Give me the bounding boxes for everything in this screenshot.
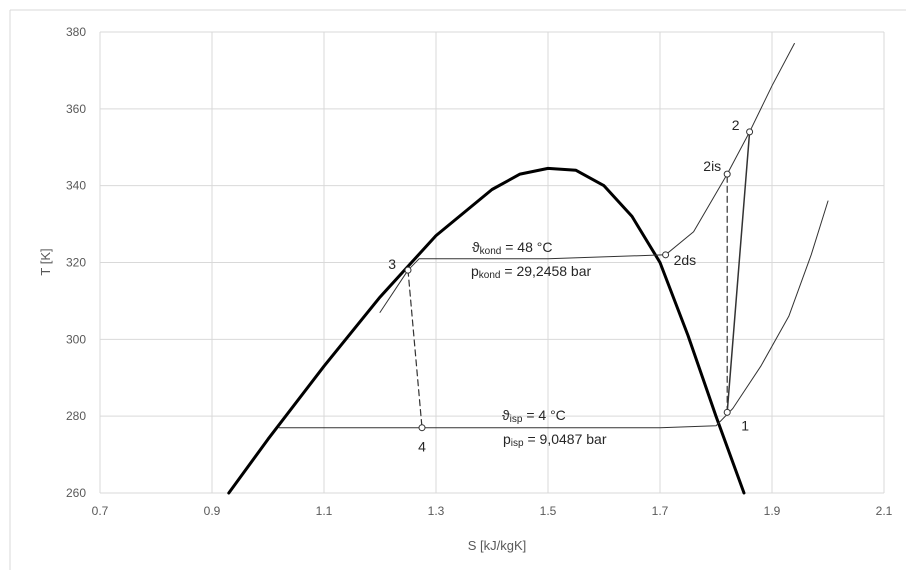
state-point-2ds-label: 2ds [674,252,697,268]
state-point-4-marker [418,424,426,432]
state-points: 1 2 2is 2ds 3 4 [388,117,754,455]
annotation-isp-press: pisp = 9,0487 bar [503,431,607,449]
state-point-2-label: 2 [732,117,740,133]
annotation-kond-press: pkond = 29,2458 bar [471,263,592,281]
y-tick-label: 300 [66,332,86,346]
svg-text:ϑisp = 4 °C: ϑisp = 4 °C [502,407,566,425]
y-tick-label: 260 [66,486,86,500]
svg-text:pisp = 9,0487 bar: pisp = 9,0487 bar [503,431,607,449]
x-tick-label: 2.1 [876,504,893,518]
compression-line [726,131,751,414]
state-point-1-marker [723,408,731,416]
x-tick-label: 1.7 [652,504,669,518]
state-point-3-marker [404,266,412,274]
state-point-2is-label: 2is [703,158,721,174]
x-tick-label: 0.7 [92,504,109,518]
y-tick-label: 280 [66,409,86,423]
x-tick-label: 1.9 [764,504,781,518]
throttling-dashed-line [407,269,423,429]
x-tick-label: 1.1 [316,504,333,518]
state-point-4-label: 4 [418,439,426,455]
x-tick-label: 0.9 [204,504,221,518]
curves [227,43,829,495]
isobar-condensing-line [379,43,795,313]
x-tick-label: 1.3 [428,504,445,518]
annotation-kond-temp: ϑkond = 48 °C [472,239,552,257]
svg-text:pkond = 29,2458 bar: pkond = 29,2458 bar [471,263,592,281]
isobar-evaporating-line [278,200,829,429]
x-tick-label: 1.5 [540,504,557,518]
saturation-dome-line [227,166,746,495]
state-point-2ds-marker [662,251,670,259]
tick-labels: 0.7 0.9 1.1 1.3 1.5 1.7 1.9 2.1 260 280 300 320 340 3… [66,25,893,518]
state-point-3-label: 3 [388,256,396,272]
state-point-2is-marker [723,170,731,178]
svg-text:ϑkond = 48 °C: ϑkond = 48 °C [472,239,552,257]
y-tick-label: 380 [66,25,86,39]
y-axis-title: T [K] [38,248,53,275]
gridlines [99,31,885,494]
annotation-isp-temp: ϑisp = 4 °C [502,407,566,425]
x-axis-title: S [kJ/kgK] [468,538,527,553]
y-tick-label: 340 [66,179,86,193]
y-tick-label: 360 [66,102,86,116]
state-point-2-marker [746,128,754,136]
state-point-1-label: 1 [741,417,749,433]
y-tick-label: 320 [66,256,86,270]
